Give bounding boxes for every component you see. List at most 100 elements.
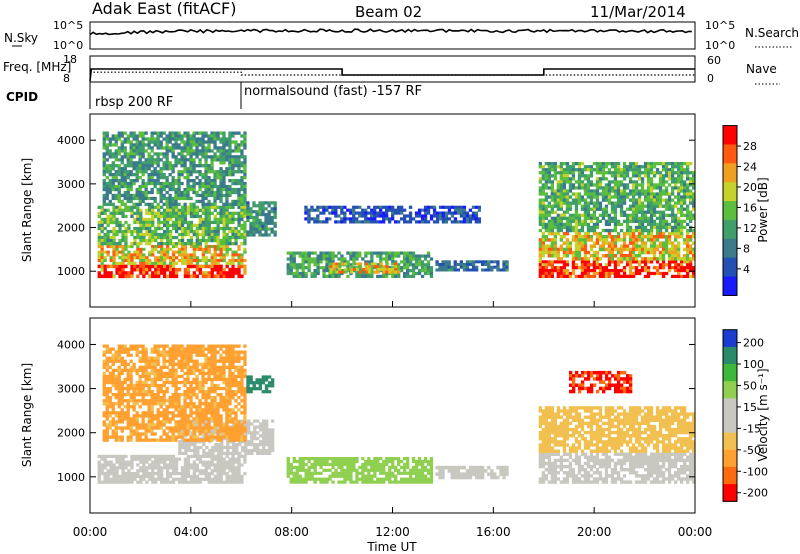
data-cell bbox=[145, 466, 149, 470]
data-cell bbox=[213, 170, 217, 174]
data-cell bbox=[105, 146, 109, 150]
data-cell bbox=[249, 227, 253, 231]
data-cell bbox=[144, 167, 148, 171]
data-cell bbox=[619, 180, 624, 184]
data-cell bbox=[114, 158, 118, 162]
data-cell bbox=[231, 187, 235, 192]
data-cell bbox=[163, 217, 167, 222]
data-cell bbox=[680, 235, 684, 239]
data-cell bbox=[225, 202, 229, 206]
data-cell bbox=[207, 460, 211, 464]
data-cell bbox=[604, 219, 609, 223]
data-cell bbox=[577, 238, 582, 242]
data-cell bbox=[145, 232, 149, 237]
data-cell bbox=[147, 196, 151, 201]
data-cell bbox=[198, 480, 202, 484]
data-cell bbox=[423, 257, 428, 261]
data-cell bbox=[619, 201, 624, 205]
data-cell bbox=[397, 267, 401, 271]
data-cell bbox=[114, 193, 118, 198]
data-cell bbox=[240, 253, 244, 257]
data-cell bbox=[598, 207, 603, 211]
data-cell bbox=[114, 429, 118, 433]
data-cell bbox=[655, 210, 660, 214]
data-cell bbox=[391, 251, 395, 255]
data-cell bbox=[565, 219, 570, 223]
data-cell bbox=[225, 474, 229, 478]
data-cell bbox=[102, 350, 106, 354]
data-cell bbox=[619, 238, 624, 242]
data-cell bbox=[432, 208, 437, 212]
data-cell bbox=[213, 454, 217, 458]
data-cell bbox=[234, 187, 238, 192]
data-cell bbox=[213, 137, 217, 141]
data-cell bbox=[97, 454, 101, 458]
data-cell bbox=[180, 253, 185, 257]
data-cell bbox=[216, 245, 220, 249]
data-cell bbox=[292, 263, 296, 267]
data-cell bbox=[237, 264, 241, 269]
data-cell bbox=[237, 205, 241, 209]
data-cell bbox=[332, 270, 336, 274]
data-cell bbox=[353, 267, 357, 271]
data-cell bbox=[121, 457, 125, 461]
data-cell bbox=[604, 271, 609, 276]
data-cell bbox=[643, 235, 648, 239]
data-cell bbox=[184, 451, 188, 455]
data-cell bbox=[207, 217, 211, 222]
data-cell bbox=[139, 267, 143, 272]
data-cell bbox=[117, 181, 121, 186]
data-cell bbox=[171, 131, 175, 135]
data-cell bbox=[565, 210, 570, 214]
data-cell bbox=[664, 168, 669, 172]
data-cell bbox=[634, 219, 639, 223]
data-cell bbox=[210, 267, 214, 272]
data-cell bbox=[616, 274, 621, 278]
data-cell bbox=[631, 180, 636, 184]
data-cell bbox=[622, 266, 627, 270]
data-cell bbox=[97, 463, 101, 467]
data-cell bbox=[97, 253, 101, 257]
data-cell bbox=[406, 251, 410, 255]
data-cell bbox=[120, 199, 124, 204]
data-cell bbox=[255, 204, 259, 208]
data-cell bbox=[102, 438, 106, 442]
data-cell bbox=[388, 266, 392, 270]
data-cell bbox=[592, 201, 597, 205]
data-cell bbox=[411, 271, 416, 276]
data-cell bbox=[100, 466, 104, 470]
data-cell bbox=[658, 250, 663, 255]
data-cell bbox=[234, 199, 238, 204]
data-cell bbox=[102, 411, 106, 415]
data-cell bbox=[586, 271, 591, 276]
data-cell bbox=[601, 274, 606, 278]
data-cell bbox=[444, 260, 448, 264]
data-cell bbox=[634, 213, 639, 217]
data-cell bbox=[406, 269, 410, 273]
data-cell bbox=[565, 271, 570, 276]
data-cell bbox=[192, 223, 196, 228]
data-cell bbox=[232, 445, 236, 450]
data-cell bbox=[111, 371, 115, 376]
data-cell bbox=[207, 208, 211, 212]
data-cell bbox=[169, 242, 173, 246]
data-cell bbox=[595, 222, 600, 227]
data-cell bbox=[151, 264, 155, 269]
data-cell bbox=[577, 213, 582, 217]
data-cell bbox=[595, 260, 600, 264]
data-cell bbox=[117, 380, 121, 385]
data-cell bbox=[637, 269, 642, 273]
data-cell bbox=[228, 184, 232, 189]
data-cell bbox=[352, 214, 356, 218]
data-cell bbox=[592, 231, 597, 236]
data-cell bbox=[111, 356, 115, 360]
data-cell bbox=[204, 238, 208, 243]
data-cell bbox=[568, 216, 573, 220]
data-cell bbox=[574, 222, 579, 227]
data-cell bbox=[135, 173, 139, 177]
data-cell bbox=[420, 269, 425, 273]
data-cell bbox=[204, 140, 208, 144]
data-cell bbox=[341, 270, 345, 274]
data-cell bbox=[313, 260, 317, 264]
data-cell bbox=[201, 264, 205, 269]
